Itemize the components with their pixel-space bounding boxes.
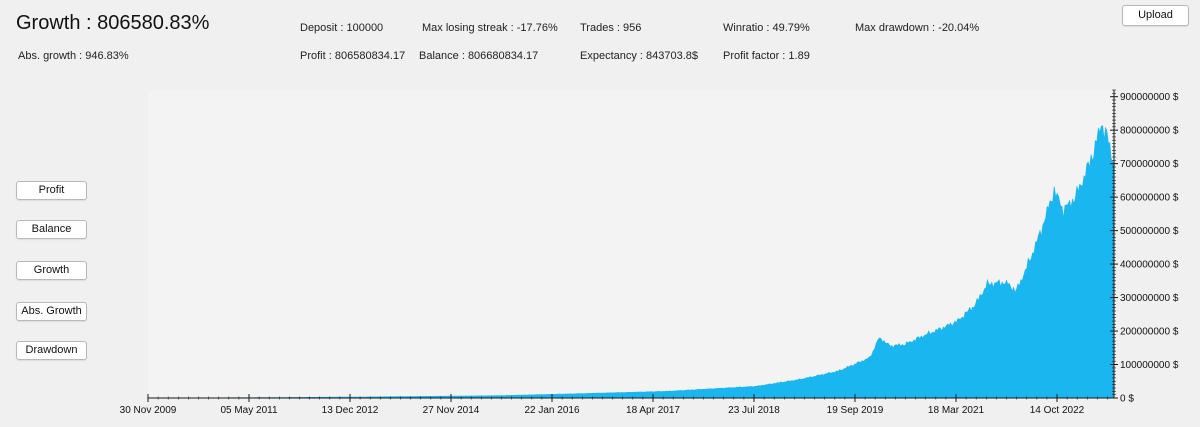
y-tick-label: 600000000 $	[1120, 193, 1179, 204]
profit-stat: Profit806580834.17	[300, 50, 405, 62]
upload-button[interactable]: Upload	[1122, 5, 1189, 26]
abs-growth-stat: Abs. growth946.83%	[18, 50, 129, 62]
x-tick-label: 23 Jul 2018	[728, 405, 780, 416]
x-tick-label: 05 May 2011	[220, 405, 278, 416]
x-tick-label: 18 Mar 2021	[928, 405, 985, 416]
y-tick-label: 200000000 $	[1120, 327, 1179, 338]
balance-stat: Balance806680834.17	[419, 50, 538, 62]
y-tick-label: 800000000 $	[1120, 126, 1179, 137]
abs-growth-button[interactable]: Abs. Growth	[16, 302, 87, 321]
x-tick-label: 27 Nov 2014	[423, 405, 480, 416]
balance-button[interactable]: Balance	[16, 220, 87, 239]
winratio-stat: Winratio49.79%	[723, 22, 810, 34]
x-tick-label: 19 Sep 2019	[827, 405, 884, 416]
winratio-value: 49.79%	[772, 22, 810, 34]
balance-label: Balance	[419, 50, 468, 62]
expectancy-value: 843703.8$	[646, 50, 699, 62]
deposit-label: Deposit	[300, 22, 346, 34]
max-drawdown-label: Max drawdown	[855, 22, 938, 34]
y-tick-label: 500000000 $	[1120, 226, 1179, 237]
max-drawdown-stat: Max drawdown-20.04%	[855, 22, 979, 34]
profit-button[interactable]: Profit	[16, 181, 87, 200]
abs-growth-label: Abs. growth	[18, 50, 85, 62]
max-losing-streak-label: Max losing streak	[422, 22, 517, 34]
growth-value: 806580.83%	[97, 12, 210, 34]
y-tick-label: 0 $	[1120, 394, 1134, 405]
max-losing-streak-value: -17.76%	[516, 22, 558, 34]
profit-factor-label: Profit factor	[723, 50, 788, 62]
x-tick-label: 18 Apr 2017	[626, 405, 680, 416]
trades-value: 956	[623, 22, 642, 34]
profit-label: Profit	[300, 50, 335, 62]
abs-growth-value: 946.83%	[85, 50, 129, 62]
max-drawdown-value: -20.04%	[938, 22, 980, 34]
y-tick-label: 700000000 $	[1120, 159, 1179, 170]
balance-value: 806680834.17	[467, 50, 539, 62]
profit-factor-stat: Profit factor1.89	[723, 50, 810, 62]
y-tick-label: 900000000 $	[1120, 92, 1179, 103]
deposit-value: 100000	[346, 22, 384, 34]
y-tick-label: 400000000 $	[1120, 260, 1179, 271]
growth-button[interactable]: Growth	[16, 261, 87, 280]
deposit-stat: Deposit100000	[300, 22, 383, 34]
winratio-label: Winratio	[723, 22, 773, 34]
growth-title: Growth : 806580.83%	[16, 12, 210, 34]
expectancy-stat: Expectancy843703.8$	[580, 50, 698, 62]
drawdown-button[interactable]: Drawdown	[16, 341, 87, 360]
x-tick-label: 30 Nov 2009	[120, 405, 177, 416]
y-tick-label: 100000000 $	[1120, 360, 1179, 371]
growth-label: Growth	[16, 12, 81, 34]
trades-label: Trades	[580, 22, 623, 34]
profit-value: 806580834.17	[334, 50, 406, 62]
x-tick-label: 13 Dec 2012	[322, 405, 379, 416]
x-tick-label: 14 Oct 2022	[1030, 405, 1085, 416]
expectancy-label: Expectancy	[580, 50, 646, 62]
trades-stat: Trades956	[580, 22, 641, 34]
max-losing-streak-stat: Max losing streak-17.76%	[422, 22, 558, 34]
y-tick-label: 300000000 $	[1120, 293, 1179, 304]
profit-factor-value: 1.89	[788, 50, 810, 62]
x-tick-label: 22 Jan 2016	[524, 405, 579, 416]
